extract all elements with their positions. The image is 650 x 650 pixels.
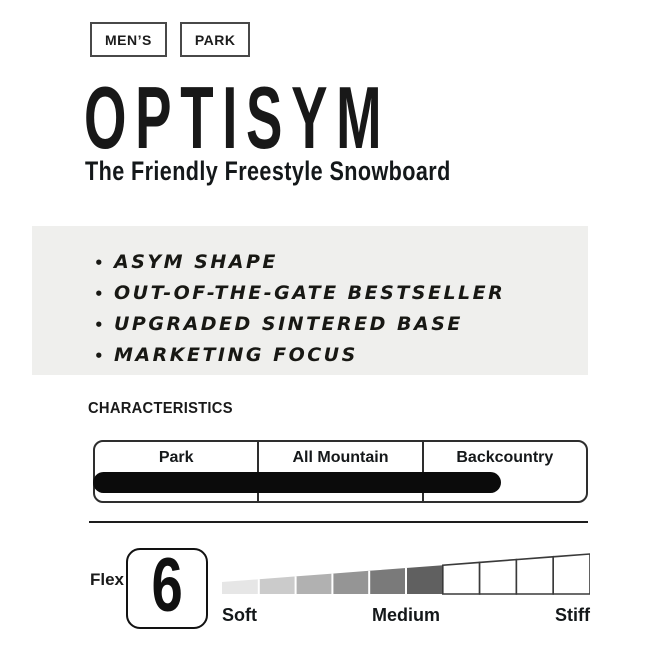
category-label-all-mountain: All Mountain <box>292 449 389 466</box>
highlight-item: ASYM SHAPE <box>94 247 588 279</box>
characteristics-bar <box>93 472 501 493</box>
characteristics-heading: CHARACTERISTICS <box>88 400 233 417</box>
tag-mens[interactable]: MEN’S <box>90 22 167 57</box>
section-divider <box>89 521 588 523</box>
flex-value: 6 <box>151 543 183 628</box>
category-cell-backcountry: Backcountry <box>421 442 586 501</box>
product-subtitle: The Friendly Freestyle Snowboard <box>85 156 451 186</box>
highlight-item: MARKETING FOCUS <box>94 340 588 372</box>
category-label-park: Park <box>158 449 194 466</box>
flex-scale-segment <box>442 561 481 595</box>
tag-list: MEN’S PARK <box>90 22 251 57</box>
flex-scale <box>222 553 590 595</box>
flex-value-box: 6 <box>126 548 208 629</box>
flex-scale-segment <box>258 576 296 594</box>
category-label-backcountry: Backcountry <box>456 449 554 466</box>
flex-scale-segment <box>406 565 443 594</box>
flex-scale-label-soft: Soft <box>222 605 257 625</box>
flex-scale-labels: Soft Medium Stiff <box>222 605 590 625</box>
flex-scale-segment <box>222 579 259 594</box>
category-cell-park: Park <box>95 442 257 501</box>
highlight-item: UPGRADED SINTERED BASE <box>94 309 588 341</box>
flex-label: Flex <box>90 570 125 589</box>
highlights-panel: ASYM SHAPE OUT-OF-THE-GATE BESTSELLER UP… <box>32 226 588 375</box>
flex-scale-segment <box>552 553 590 595</box>
flex-scale-segment <box>369 568 406 594</box>
product-title: OPTISYM <box>84 68 391 167</box>
flex-scale-segment <box>295 573 333 594</box>
flex-scale-segment <box>478 558 518 595</box>
highlight-item: OUT-OF-THE-GATE BESTSELLER <box>94 278 588 310</box>
flex-scale-label-stiff: Stiff <box>555 605 590 625</box>
flex-scale-segment <box>332 570 370 594</box>
tag-park[interactable]: PARK <box>179 22 251 57</box>
flex-scale-label-medium: Medium <box>371 605 441 625</box>
characteristics-chart: Park All Mountain Backcountry <box>93 440 588 503</box>
flex-scale-segment <box>515 555 555 595</box>
highlights-list: ASYM SHAPE OUT-OF-THE-GATE BESTSELLER UP… <box>32 226 588 372</box>
category-cell-all-mountain: All Mountain <box>257 442 421 501</box>
